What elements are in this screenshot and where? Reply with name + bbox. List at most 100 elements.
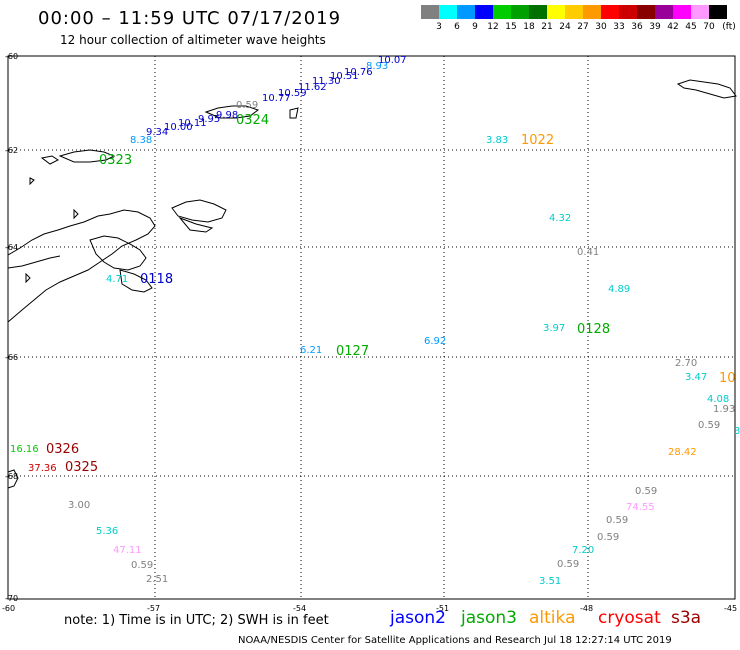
colorbar-label: 30 bbox=[595, 22, 607, 32]
wave-height-label: 4.71 bbox=[106, 274, 128, 285]
wave-height-label: 47.11 bbox=[113, 545, 142, 556]
colorbar-label: 9 bbox=[472, 22, 478, 32]
wave-height-label: 10.07 bbox=[378, 55, 407, 66]
colorbar-label: 15 bbox=[505, 22, 517, 32]
lat-label: -60 bbox=[5, 52, 18, 61]
colorbar-swatch bbox=[493, 5, 511, 19]
pass-time-label: 0325 bbox=[65, 460, 98, 475]
wave-height-label: 3.97 bbox=[543, 323, 565, 334]
pass-time-label: 0118 bbox=[140, 272, 173, 287]
wave-height-label: 0.59 bbox=[131, 560, 153, 571]
wave-height-label: 3 bbox=[734, 426, 740, 437]
colorbar-label: 39 bbox=[649, 22, 661, 32]
pass-time-label: 0128 bbox=[577, 322, 610, 337]
colorbar-swatch bbox=[709, 5, 727, 19]
colorbar-label: 12 bbox=[487, 22, 499, 32]
colorbar-swatch bbox=[637, 5, 655, 19]
wave-height-label: 4.32 bbox=[549, 213, 571, 224]
wave-height-label: 10.76 bbox=[344, 67, 373, 78]
wave-height-label: 9.34 bbox=[146, 127, 168, 138]
colorbar-label: 70 bbox=[703, 22, 715, 32]
lon-label: -60 bbox=[2, 604, 15, 613]
colorbar-label: 27 bbox=[577, 22, 589, 32]
colorbar-label: 6 bbox=[454, 22, 460, 32]
wave-height-label: 6.92 bbox=[424, 336, 446, 347]
wave-height-label: 74.55 bbox=[626, 502, 655, 513]
pass-time-label: 0127 bbox=[336, 344, 369, 359]
lon-labels: -60 -57 -54 -51 -48 -45 bbox=[2, 604, 737, 613]
wave-height-label: 3.00 bbox=[68, 500, 90, 511]
wave-height-label: 10.77 bbox=[262, 93, 291, 104]
colorbar-swatch bbox=[511, 5, 529, 19]
wave-height-label: 0.59 bbox=[557, 559, 579, 570]
wave-height-label: 8.38 bbox=[130, 135, 152, 146]
colorbar-swatch bbox=[655, 5, 673, 19]
wave-height-label: 4.89 bbox=[608, 284, 630, 295]
lat-labels: -60 -62 -64 -66 -68 -70 bbox=[5, 52, 18, 603]
wave-height-label: 3.83 bbox=[486, 135, 508, 146]
wave-height-label: 0.59 bbox=[597, 532, 619, 543]
pass-time-label: 0324 bbox=[236, 113, 269, 128]
wave-height-label: 10.11 bbox=[178, 118, 207, 129]
lat-label: -64 bbox=[5, 243, 18, 252]
satellite-legend-item: altika bbox=[529, 608, 576, 628]
pass-times: 0324 0323 1022 0118 0128 0127 0326 0325 10 bbox=[46, 113, 736, 475]
wave-height-label: 10.51 bbox=[330, 71, 359, 82]
footer-note: note: 1) Time is in UTC; 2) SWH is in fe… bbox=[64, 613, 329, 628]
colorbar-unit: (ft) bbox=[722, 22, 736, 32]
colorbar-label: 3 bbox=[436, 22, 442, 32]
wave-height-label: 10.00 bbox=[164, 122, 193, 133]
colorbar-label: 24 bbox=[559, 22, 571, 32]
colorbar-swatch bbox=[457, 5, 475, 19]
pass-time-label: 10 bbox=[719, 371, 736, 386]
graticule bbox=[8, 56, 735, 599]
pass-time-label: 0323 bbox=[99, 153, 132, 168]
wave-height-label: 9.98 bbox=[216, 110, 238, 121]
wave-height-label: 6.21 bbox=[300, 345, 322, 356]
map-title: 00:00 – 11:59 UTC 07/17/2019 bbox=[38, 8, 342, 29]
colorbar-label: 45 bbox=[685, 22, 697, 32]
wave-height-label: 7.20 bbox=[572, 545, 594, 556]
lon-label: -51 bbox=[436, 604, 449, 613]
colorbar-swatch bbox=[475, 5, 493, 19]
lat-label: -70 bbox=[5, 594, 18, 603]
wave-height-label: 0.59 bbox=[698, 420, 720, 431]
wave-height-label: 5.36 bbox=[96, 526, 118, 537]
pass-time-label: 1022 bbox=[521, 133, 554, 148]
satellite-legend-item: jason2 bbox=[390, 608, 446, 628]
colorbar-label: 18 bbox=[523, 22, 535, 32]
lat-label: -66 bbox=[5, 353, 18, 362]
coastline bbox=[7, 79, 737, 489]
colorbar-swatch bbox=[691, 5, 709, 19]
wave-height-label: 9.95 bbox=[198, 114, 220, 125]
satellite-legend-item: jason3 bbox=[461, 608, 517, 628]
lon-label: -57 bbox=[147, 604, 160, 613]
wave-height-label: 0.59 bbox=[606, 515, 628, 526]
lat-label: -62 bbox=[5, 146, 18, 155]
wave-height-label: 28.42 bbox=[668, 447, 697, 458]
colorbar-swatch bbox=[547, 5, 565, 19]
colorbar-swatch bbox=[421, 5, 439, 19]
colorbar-swatch bbox=[673, 5, 691, 19]
colorbar-swatch bbox=[529, 5, 547, 19]
wave-height-label: 1.93 bbox=[713, 404, 735, 415]
lat-label: -68 bbox=[5, 472, 18, 481]
wave-height-label: 4.08 bbox=[707, 394, 729, 405]
colorbar-label: 21 bbox=[541, 22, 553, 32]
satellite-legend-item: s3a bbox=[671, 608, 702, 628]
colorbar-label: 36 bbox=[631, 22, 643, 32]
wave-height-label: 37.36 bbox=[28, 463, 57, 474]
lon-label: -54 bbox=[293, 604, 306, 613]
colorbar-swatch bbox=[583, 5, 601, 19]
wave-height-label: 3.51 bbox=[539, 576, 561, 587]
wave-height-label: 0.59 bbox=[635, 486, 657, 497]
map-subtitle: 12 hour collection of altimeter wave hei… bbox=[60, 33, 326, 47]
wave-height-label: 3.47 bbox=[685, 372, 707, 383]
footer-credit: NOAA/NESDIS Center for Satellite Applica… bbox=[238, 635, 672, 646]
colorbar-swatch bbox=[565, 5, 583, 19]
pass-time-label: 0326 bbox=[46, 442, 79, 457]
wave-height-label: 2.51 bbox=[146, 574, 168, 585]
wave-height-label: 0.41 bbox=[577, 247, 599, 258]
colorbar-swatch bbox=[439, 5, 457, 19]
